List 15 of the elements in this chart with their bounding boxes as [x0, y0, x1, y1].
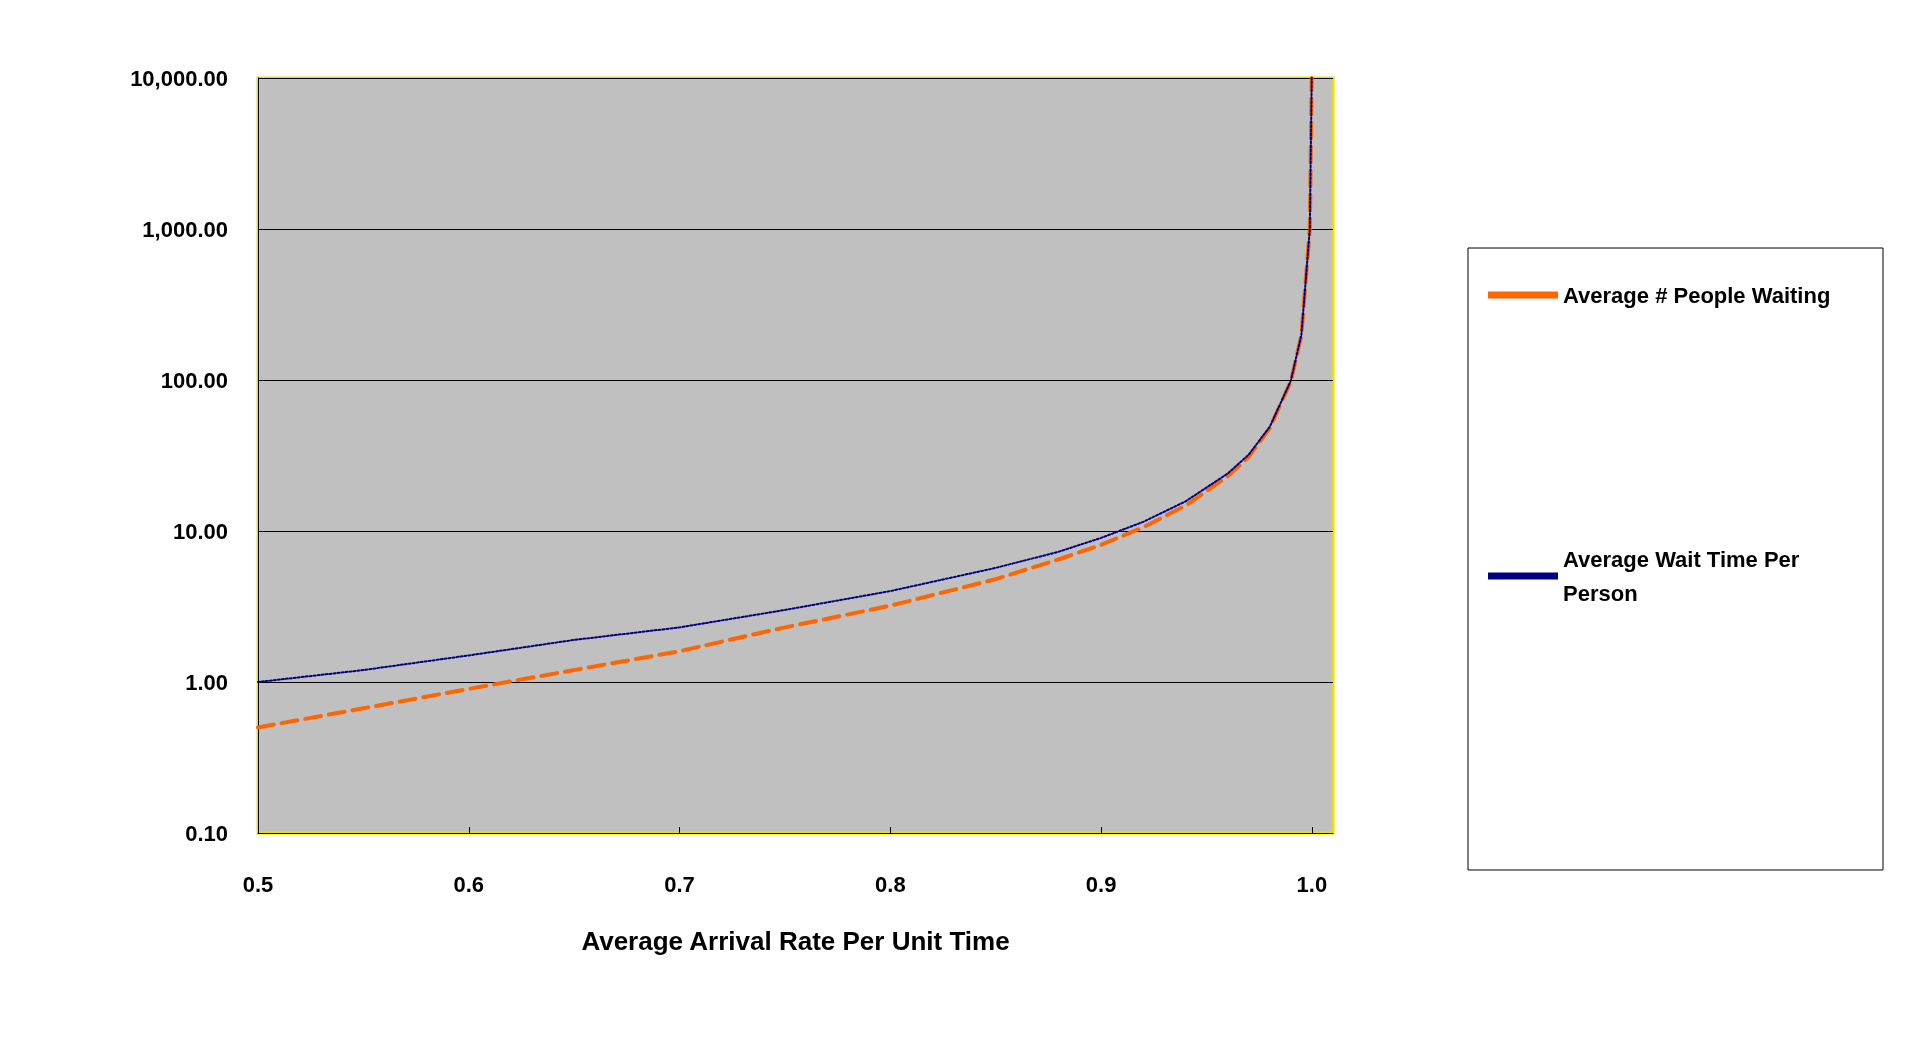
x-tick-label: 0.8 — [875, 871, 906, 897]
x-tick-label: 0.9 — [1085, 871, 1117, 897]
y-tick-label: 10.00 — [172, 518, 228, 544]
x-axis-title: Average Arrival Rate Per Unit Time — [581, 926, 1010, 956]
y-tick-label: 0.10 — [185, 820, 228, 846]
y-tick-label: 1.00 — [185, 669, 228, 695]
legend-label: Average Wait Time Per Person — [1563, 546, 1806, 606]
x-tick-label: 0.6 — [453, 871, 485, 897]
y-tick-label: 100.00 — [160, 367, 228, 393]
x-tick-label: 0.5 — [242, 871, 274, 897]
legend-label: Average # People Waiting — [1563, 282, 1831, 308]
x-tick-label: 1.0 — [1296, 871, 1328, 897]
x-tick-label: 0.7 — [664, 871, 695, 897]
y-tick-label: 10,000.00 — [130, 65, 228, 91]
y-tick-label: 1,000.00 — [142, 216, 228, 242]
